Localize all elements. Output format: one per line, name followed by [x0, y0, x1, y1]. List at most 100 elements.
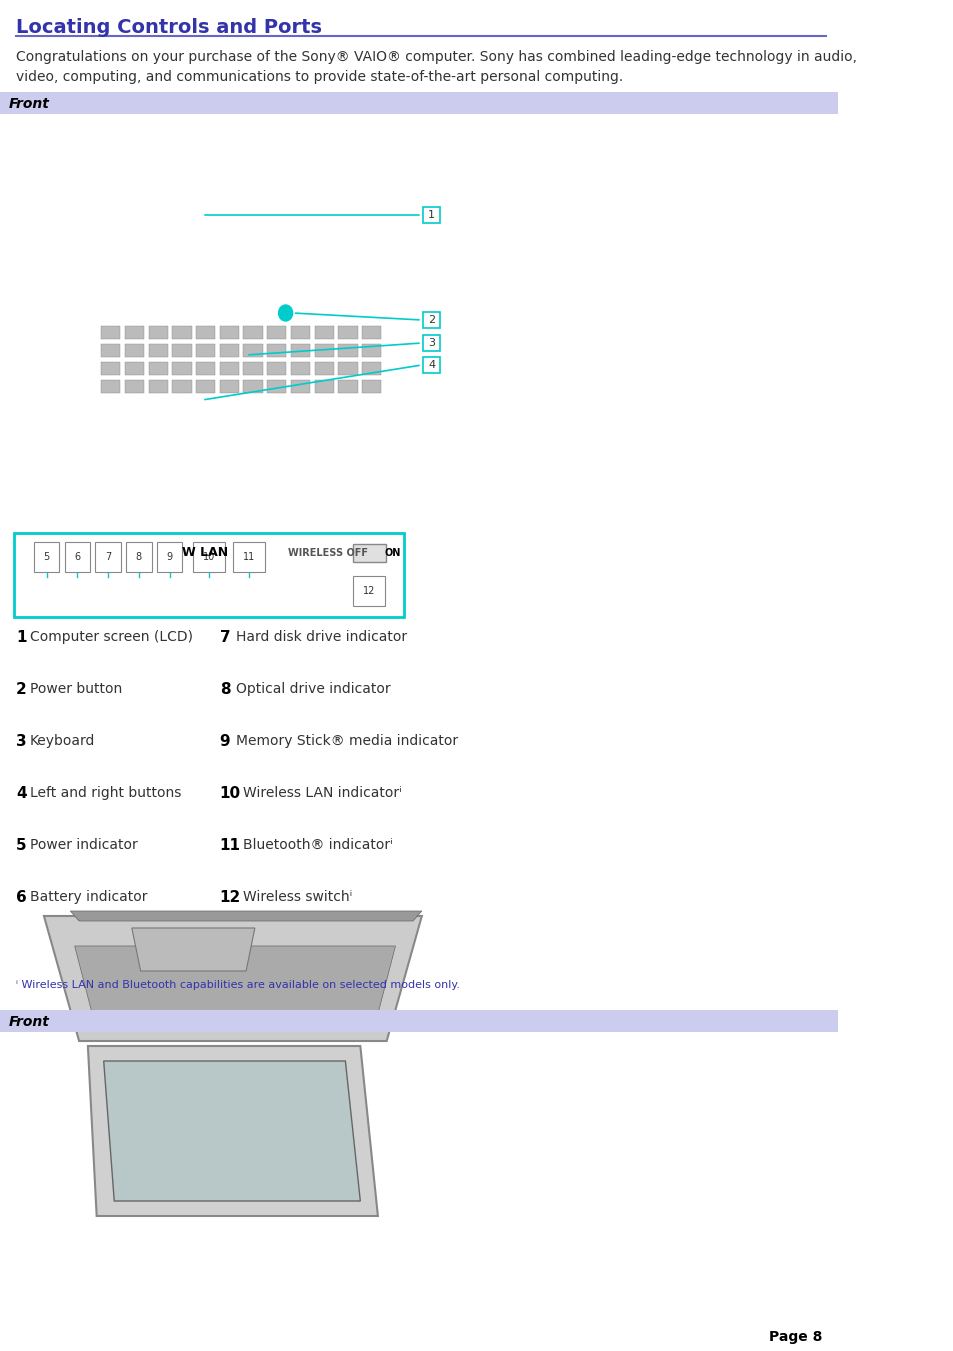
Text: 6: 6	[74, 553, 80, 562]
FancyBboxPatch shape	[195, 380, 215, 393]
Text: 10: 10	[219, 786, 240, 801]
FancyBboxPatch shape	[172, 362, 192, 376]
FancyBboxPatch shape	[0, 1011, 838, 1032]
FancyBboxPatch shape	[14, 534, 404, 617]
Text: 5: 5	[44, 553, 50, 562]
FancyBboxPatch shape	[267, 362, 286, 376]
Text: 9: 9	[167, 553, 172, 562]
Text: 11: 11	[242, 553, 254, 562]
Text: ON: ON	[384, 549, 401, 558]
Text: Front: Front	[9, 1015, 50, 1029]
FancyBboxPatch shape	[422, 335, 440, 351]
Text: Power button: Power button	[30, 682, 122, 696]
FancyBboxPatch shape	[219, 326, 239, 339]
Text: Wireless switchⁱ: Wireless switchⁱ	[242, 890, 352, 904]
Polygon shape	[44, 916, 421, 1042]
FancyBboxPatch shape	[149, 345, 168, 357]
FancyBboxPatch shape	[362, 326, 381, 339]
FancyBboxPatch shape	[243, 326, 262, 339]
FancyBboxPatch shape	[195, 326, 215, 339]
Text: 3: 3	[16, 734, 27, 748]
Text: Front: Front	[9, 97, 50, 111]
FancyBboxPatch shape	[338, 362, 357, 376]
FancyBboxPatch shape	[422, 312, 440, 328]
Text: 1: 1	[428, 209, 435, 220]
Circle shape	[278, 305, 293, 322]
Text: 1: 1	[16, 630, 27, 644]
FancyBboxPatch shape	[362, 362, 381, 376]
Text: 2: 2	[16, 682, 27, 697]
FancyBboxPatch shape	[219, 345, 239, 357]
FancyBboxPatch shape	[172, 345, 192, 357]
FancyBboxPatch shape	[353, 544, 385, 562]
Text: 10: 10	[203, 553, 215, 562]
Text: 11: 11	[219, 838, 240, 852]
Text: Congratulations on your purchase of the Sony® VAIO® computer. Sony has combined : Congratulations on your purchase of the …	[16, 50, 856, 84]
FancyBboxPatch shape	[338, 345, 357, 357]
FancyBboxPatch shape	[125, 362, 144, 376]
Text: Page 8: Page 8	[768, 1329, 821, 1344]
FancyBboxPatch shape	[125, 326, 144, 339]
Text: 12: 12	[219, 890, 241, 905]
FancyBboxPatch shape	[219, 380, 239, 393]
Text: Power indicator: Power indicator	[30, 838, 137, 852]
FancyBboxPatch shape	[291, 345, 310, 357]
FancyBboxPatch shape	[195, 345, 215, 357]
FancyBboxPatch shape	[291, 380, 310, 393]
FancyBboxPatch shape	[243, 380, 262, 393]
FancyBboxPatch shape	[195, 362, 215, 376]
Text: 7: 7	[219, 630, 230, 644]
FancyBboxPatch shape	[149, 380, 168, 393]
FancyBboxPatch shape	[314, 345, 334, 357]
FancyBboxPatch shape	[0, 92, 838, 113]
FancyBboxPatch shape	[422, 207, 440, 223]
FancyBboxPatch shape	[101, 345, 120, 357]
FancyBboxPatch shape	[314, 380, 334, 393]
Text: Battery indicator: Battery indicator	[30, 890, 147, 904]
FancyBboxPatch shape	[267, 380, 286, 393]
FancyBboxPatch shape	[125, 345, 144, 357]
FancyBboxPatch shape	[172, 326, 192, 339]
Text: 4: 4	[428, 359, 435, 370]
FancyBboxPatch shape	[149, 326, 168, 339]
FancyBboxPatch shape	[314, 326, 334, 339]
Polygon shape	[88, 1046, 377, 1216]
Text: Keyboard: Keyboard	[30, 734, 95, 748]
FancyBboxPatch shape	[291, 362, 310, 376]
FancyBboxPatch shape	[362, 345, 381, 357]
FancyBboxPatch shape	[101, 380, 120, 393]
FancyBboxPatch shape	[219, 362, 239, 376]
FancyBboxPatch shape	[172, 380, 192, 393]
Text: Optical drive indicator: Optical drive indicator	[235, 682, 390, 696]
Text: Locating Controls and Ports: Locating Controls and Ports	[16, 18, 321, 36]
FancyBboxPatch shape	[338, 326, 357, 339]
Text: W LAN: W LAN	[181, 547, 228, 559]
Text: 12: 12	[362, 586, 375, 596]
FancyBboxPatch shape	[422, 357, 440, 373]
Text: 7: 7	[105, 553, 112, 562]
Polygon shape	[104, 1061, 360, 1201]
Text: 3: 3	[428, 338, 435, 349]
FancyBboxPatch shape	[267, 326, 286, 339]
FancyBboxPatch shape	[101, 362, 120, 376]
Text: Bluetooth® indicatorⁱ: Bluetooth® indicatorⁱ	[242, 838, 392, 852]
Text: Wireless LAN indicatorⁱ: Wireless LAN indicatorⁱ	[242, 786, 401, 800]
Text: 2: 2	[428, 315, 435, 326]
Text: 6: 6	[16, 890, 27, 905]
Text: 8: 8	[219, 682, 230, 697]
Polygon shape	[71, 911, 421, 921]
FancyBboxPatch shape	[291, 326, 310, 339]
Text: Left and right buttons: Left and right buttons	[30, 786, 181, 800]
Text: 5: 5	[16, 838, 27, 852]
Text: 9: 9	[219, 734, 230, 748]
Text: Hard disk drive indicator: Hard disk drive indicator	[235, 630, 406, 644]
Text: ⁱ Wireless LAN and Bluetooth capabilities are available on selected models only.: ⁱ Wireless LAN and Bluetooth capabilitie…	[16, 979, 459, 990]
Text: Memory Stick® media indicator: Memory Stick® media indicator	[235, 734, 457, 748]
FancyBboxPatch shape	[362, 380, 381, 393]
Polygon shape	[132, 928, 254, 971]
Text: 8: 8	[135, 553, 142, 562]
FancyBboxPatch shape	[267, 345, 286, 357]
FancyBboxPatch shape	[243, 362, 262, 376]
Text: Computer screen (LCD): Computer screen (LCD)	[30, 630, 193, 644]
Text: 4: 4	[16, 786, 27, 801]
